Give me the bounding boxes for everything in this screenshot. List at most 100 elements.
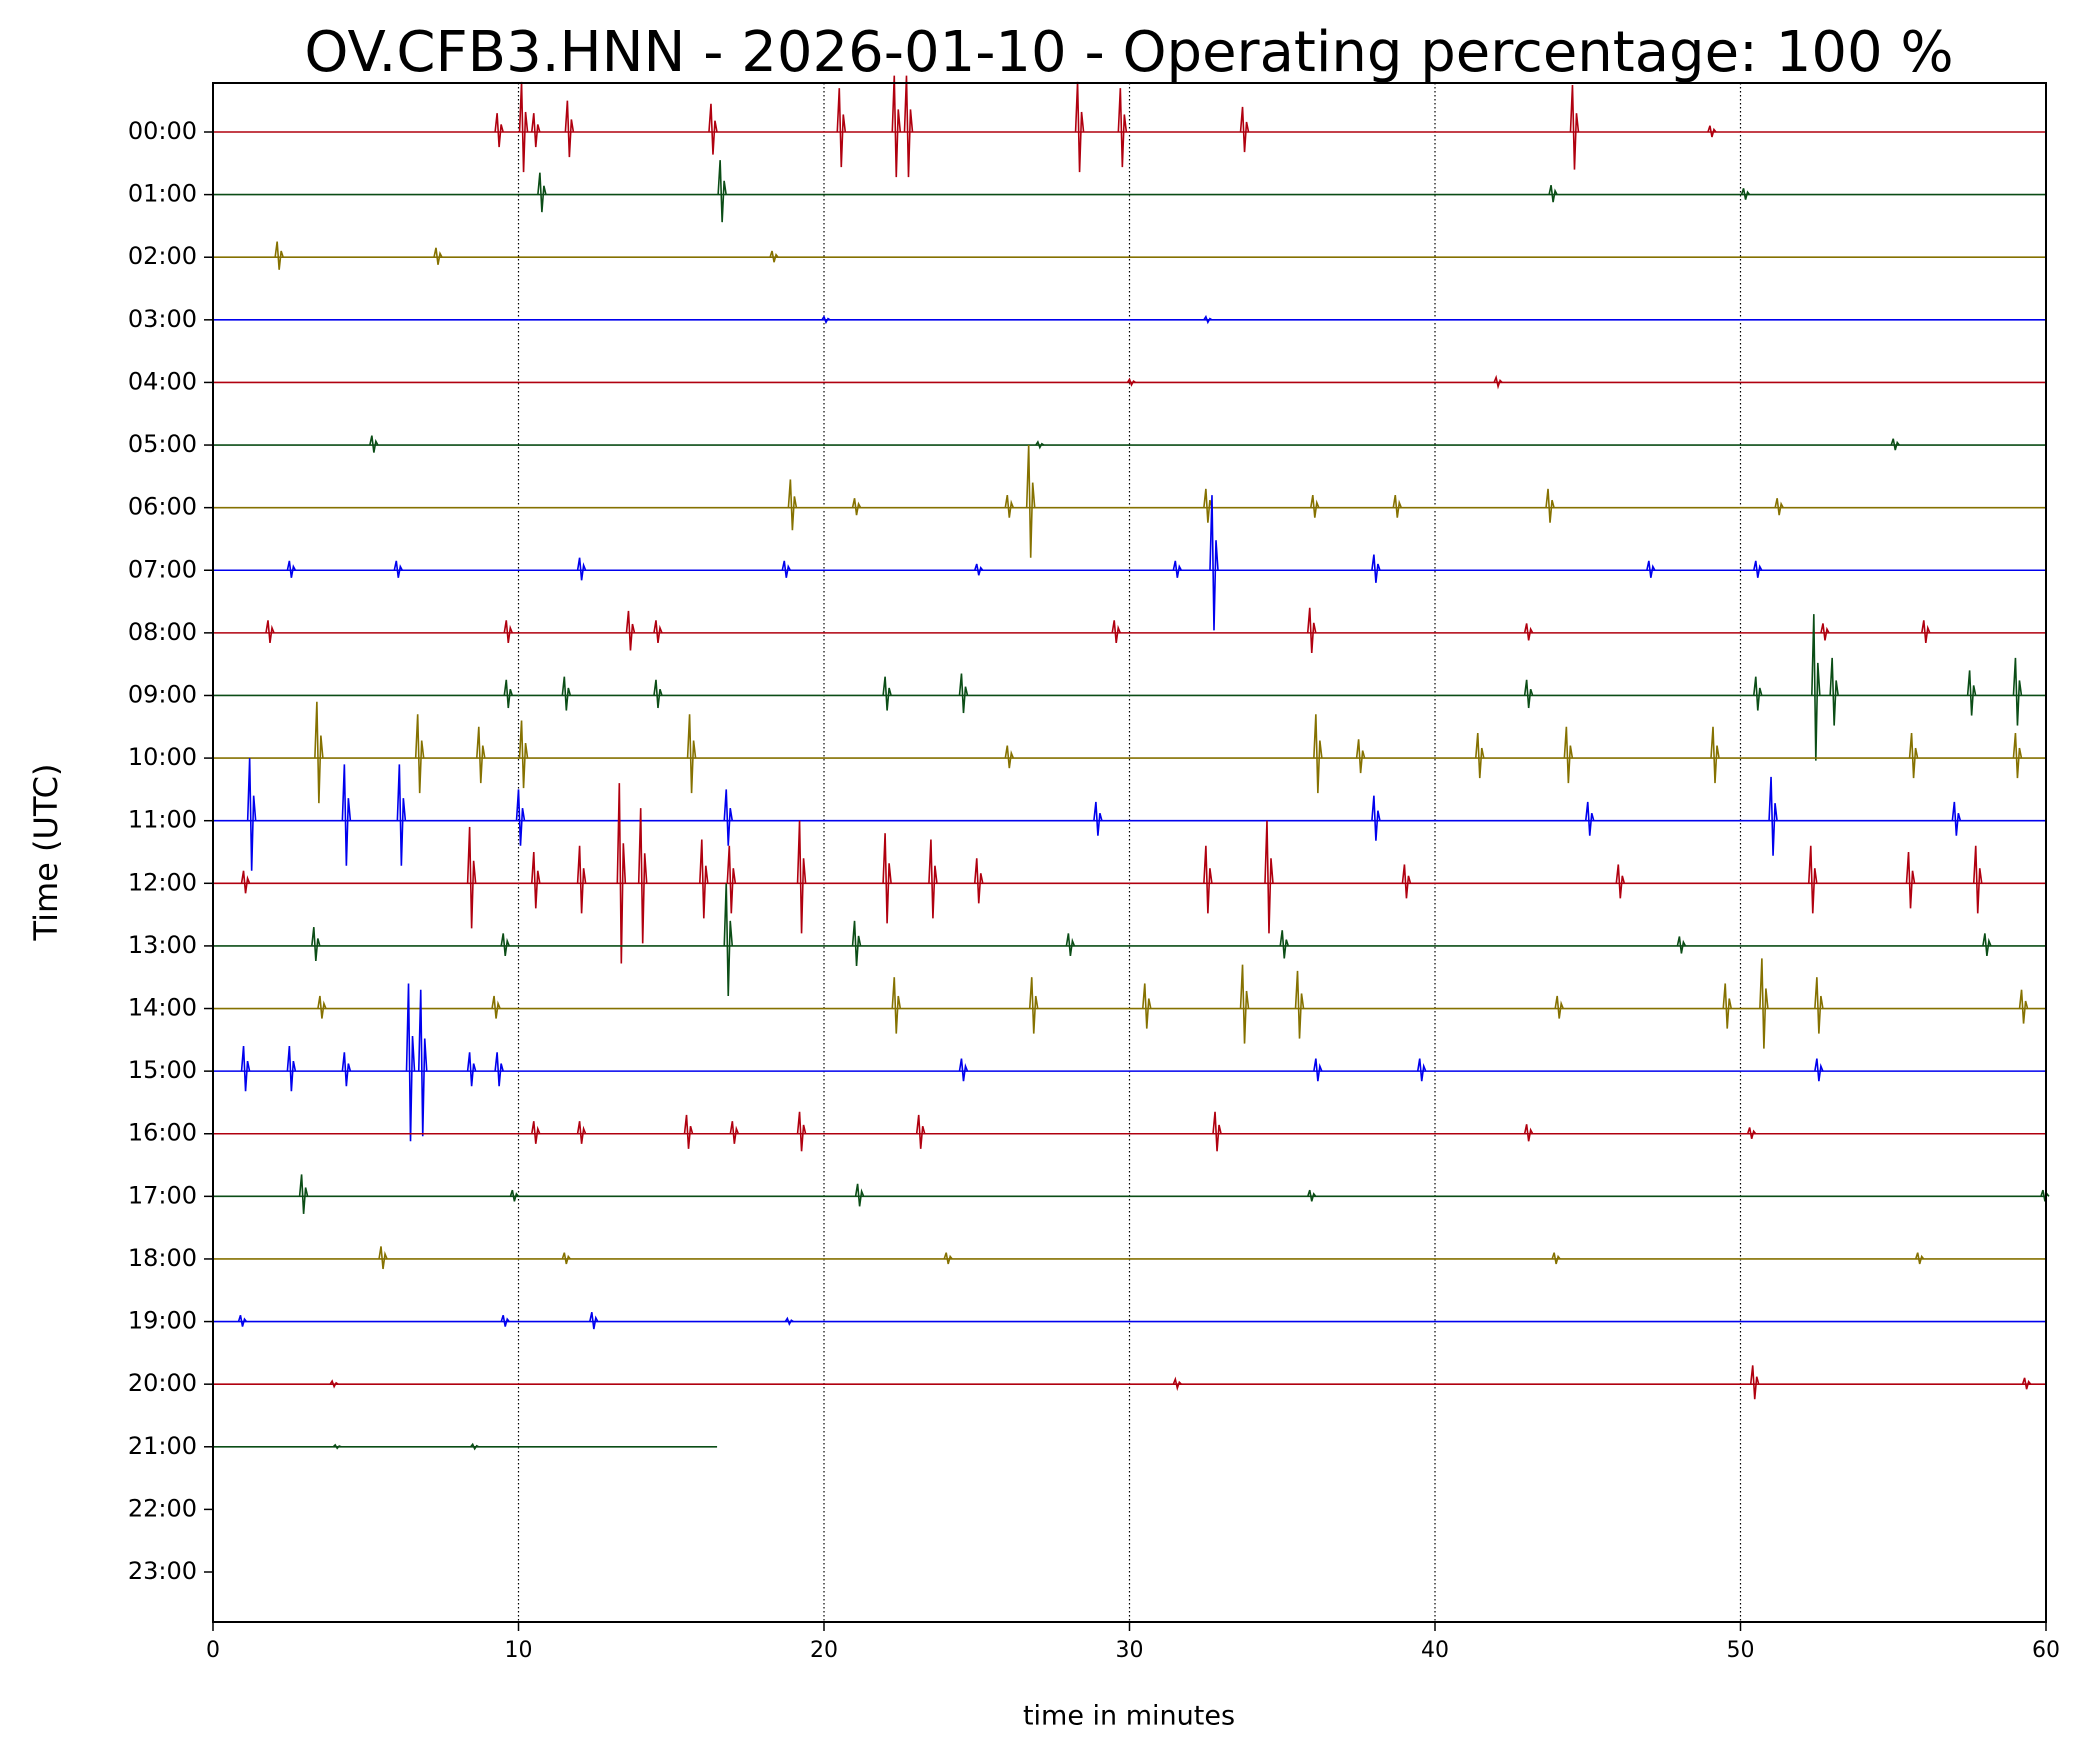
trace-spike [503, 620, 514, 643]
trace-spike [1740, 188, 1751, 200]
trace-spike [1172, 1376, 1182, 1392]
y-tick-label: 23:00 [128, 1557, 197, 1585]
trace-spike [1768, 776, 1778, 856]
x-axis-label: time in minutes [1023, 1701, 1235, 1732]
trace-spike [1111, 620, 1121, 643]
trace-spike [1966, 670, 1977, 716]
trace-spike [1563, 726, 1574, 784]
trace-spike [589, 1312, 599, 1330]
trace-spike [1416, 1058, 1427, 1082]
trace-spike [1355, 739, 1366, 774]
trace-spike [1774, 498, 1784, 516]
trace-spike [1972, 845, 1983, 914]
trace-spike [1523, 623, 1534, 641]
trace-spike [1093, 801, 1103, 836]
y-tick-label: 12:00 [128, 868, 197, 896]
trace-spike [494, 1052, 504, 1087]
trace-spike [882, 676, 892, 711]
trace-spike [769, 250, 779, 263]
y-tick-label: 19:00 [128, 1307, 197, 1335]
trace-spike [723, 789, 734, 846]
trace-spike [726, 845, 737, 914]
trace-spike [1392, 495, 1403, 518]
trace-spike [1313, 1058, 1323, 1082]
x-tick-label: 10 [505, 1638, 533, 1663]
trace-spike [1676, 936, 1687, 954]
trace-spike [240, 870, 251, 894]
trace-spike [1551, 1252, 1561, 1265]
trace-spike [1310, 495, 1320, 518]
trace-spike [561, 676, 572, 711]
trace-spike [503, 679, 514, 709]
trace-spike [1025, 445, 1036, 558]
trace-spike [1212, 1111, 1222, 1152]
trace-spike [958, 673, 969, 714]
trace-spike [500, 933, 510, 957]
trace-spike [1074, 81, 1085, 173]
trace-spike [1707, 125, 1717, 138]
trace-spike [796, 820, 807, 934]
trace-spike [1523, 1124, 1534, 1142]
trace-spike [564, 100, 575, 158]
y-tick-label: 18:00 [128, 1244, 197, 1272]
trace-spike [475, 726, 486, 784]
trace-spike [729, 1121, 740, 1144]
trace-spike [1752, 676, 1763, 711]
trace-spike [1294, 970, 1305, 1039]
trace-spike [500, 1315, 510, 1327]
trace-spike [509, 1189, 520, 1202]
trace-spike [1264, 820, 1274, 934]
trace-spike [311, 927, 321, 962]
trace-spike [1028, 977, 1039, 1034]
trace-spike [1615, 864, 1626, 899]
trace-spike [1759, 958, 1769, 1049]
trace-spike [518, 720, 529, 789]
trace-spike [369, 435, 379, 453]
trace-spike [417, 989, 428, 1137]
y-tick-label: 05:00 [128, 430, 197, 458]
trace-spike [1746, 1127, 1757, 1139]
plot-frame [212, 82, 2047, 1623]
trace-spike [821, 314, 831, 325]
trace-spike [1908, 732, 1919, 779]
trace-spike [1722, 983, 1733, 1029]
y-tick-label: 20:00 [128, 1369, 197, 1397]
trace-spike [854, 1183, 865, 1207]
trace-spike [561, 1252, 571, 1265]
trace-spike [903, 75, 914, 178]
trace-spike [653, 679, 663, 709]
trace-spike [1554, 995, 1564, 1019]
trace-spike [237, 1315, 248, 1327]
trace-spike [1814, 977, 1824, 1034]
trace-spike [1279, 930, 1290, 959]
trace-spike [393, 560, 404, 578]
trace-spike [530, 1121, 541, 1144]
trace-spike [2021, 1377, 2032, 1390]
trace-spike [891, 977, 902, 1034]
trace-spike [329, 1379, 339, 1389]
x-tick-label: 30 [1116, 1638, 1144, 1663]
trace-spike [686, 714, 697, 794]
trace-spike [274, 241, 284, 270]
trace-spike [1004, 495, 1015, 518]
trace-spike [298, 1174, 309, 1214]
trace-spike [943, 1252, 953, 1265]
trace-spike [1548, 185, 1558, 203]
trace-spike [265, 620, 275, 643]
trace-spike [1117, 88, 1128, 168]
y-tick-label: 14:00 [128, 994, 197, 1022]
trace-spike [973, 563, 984, 576]
trace-spike [1829, 657, 1839, 726]
trace-spike [781, 560, 791, 578]
trace-spike [494, 113, 504, 148]
trace-spike [576, 1121, 587, 1144]
x-tick-label: 60 [2032, 1638, 2060, 1663]
trace-spike [1035, 440, 1045, 450]
trace-spike [637, 808, 648, 944]
trace-spike [314, 701, 324, 804]
trace-spike [699, 839, 709, 919]
x-tick-label: 20 [810, 1638, 838, 1663]
trace-spike [341, 764, 352, 866]
trace-spike [1982, 933, 1992, 957]
trace-spike [576, 845, 587, 914]
